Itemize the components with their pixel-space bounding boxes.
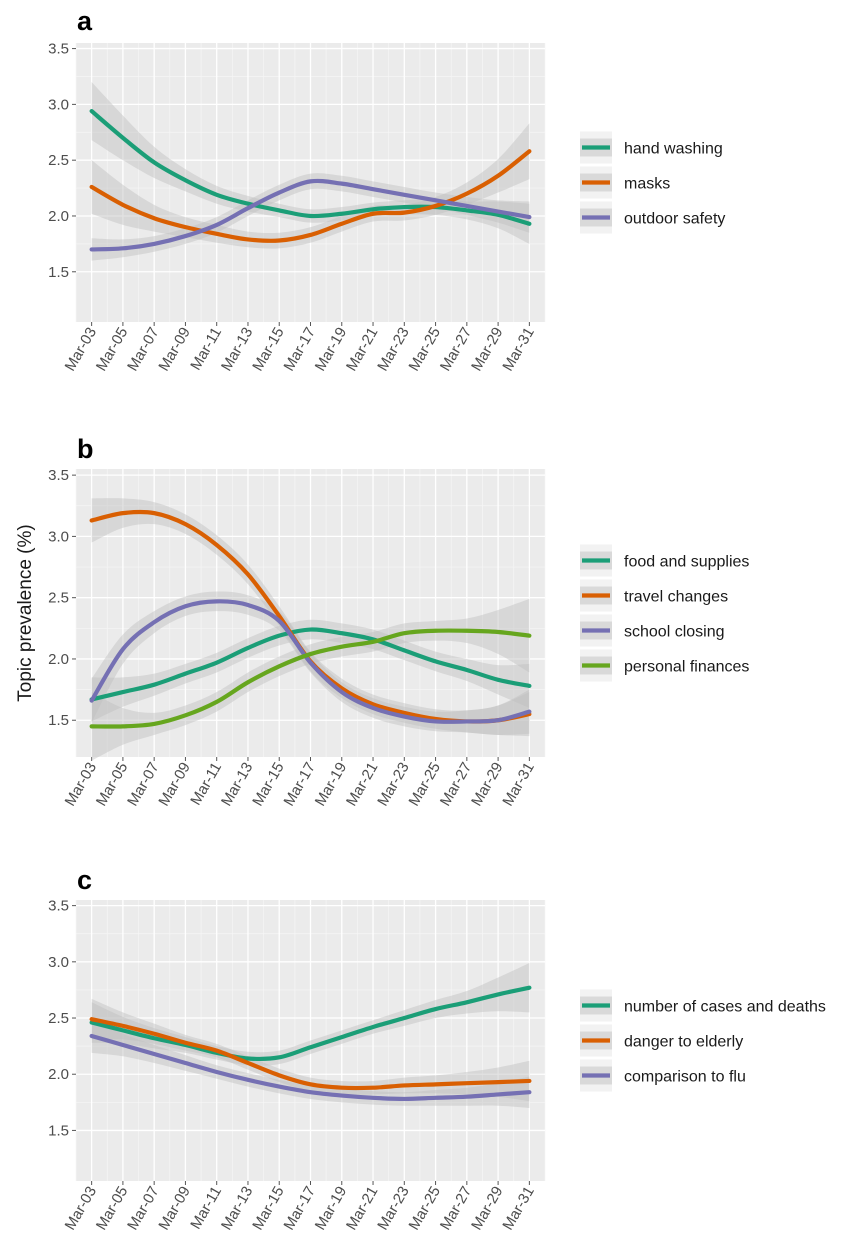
y-tick-label: 2.5 xyxy=(48,590,69,607)
y-tick-label: 3.0 xyxy=(48,954,69,971)
panel-c: c1.52.02.53.03.5Mar-03Mar-05Mar-07Mar-09… xyxy=(48,865,826,1233)
legend-item-school-closing: school closing xyxy=(580,614,725,647)
legend-item-travel-changes: travel changes xyxy=(580,579,728,612)
gridlines xyxy=(75,43,546,322)
legend-label: personal finances xyxy=(624,659,749,676)
x-tick-label: Mar-31 xyxy=(499,1184,537,1234)
confidence-band-outdoor-safety xyxy=(91,173,530,261)
y-tick-label: 2.0 xyxy=(48,208,69,225)
confidence-band-danger-to-elderly xyxy=(91,998,530,1102)
y-tick-label: 3.5 xyxy=(48,467,69,484)
legend-label: masks xyxy=(624,176,670,193)
legend: food and supplies travel changes school cl… xyxy=(580,544,749,682)
legend-label: school closing xyxy=(624,624,725,641)
legend-item-number-of-cases-and-deaths: number of cases and deaths xyxy=(580,989,826,1022)
legend-label: hand washing xyxy=(624,141,723,158)
x-tick-label: Mar-31 xyxy=(499,760,537,810)
gridlines xyxy=(75,469,546,757)
x-tick-label: Mar-09 xyxy=(155,1184,193,1234)
x-tick-label: Mar-31 xyxy=(499,325,537,375)
legend-label: travel changes xyxy=(624,589,728,606)
y-axis-title: Topic prevalence (%) xyxy=(15,524,36,701)
gridlines xyxy=(75,900,546,1181)
legend-label: outdoor safety xyxy=(624,211,725,228)
y-tick-label: 3.5 xyxy=(48,898,69,915)
series-line-hand-washing xyxy=(89,108,532,226)
legend-label: danger to elderly xyxy=(624,1034,743,1051)
series-line-comparison-to-flu xyxy=(89,1033,532,1102)
legend-item-personal-finances: personal finances xyxy=(580,649,749,682)
x-tick-label: Mar-09 xyxy=(155,760,193,810)
legend: hand washing masks outdoor safety xyxy=(580,131,725,234)
panel-letter: c xyxy=(77,865,92,895)
legend-item-danger-to-elderly: danger to elderly xyxy=(580,1024,743,1057)
legend: number of cases and deaths danger to elde… xyxy=(580,989,826,1092)
series-line-school-closing xyxy=(89,599,532,724)
y-tick-label: 3.0 xyxy=(48,96,69,113)
series-line-number-of-cases-and-deaths xyxy=(89,985,532,1062)
panel-a: a1.52.02.53.03.5Mar-03Mar-05Mar-07Mar-09… xyxy=(48,6,725,374)
confidence-band-food-and-supplies xyxy=(91,619,530,722)
y-tick-label: 2.5 xyxy=(48,1010,69,1027)
confidence-band-hand-washing xyxy=(91,82,530,244)
legend-item-hand-washing: hand washing xyxy=(580,131,723,164)
y-tick-label: 2.5 xyxy=(48,152,69,169)
y-tick-label: 3.0 xyxy=(48,528,69,545)
legend-item-outdoor-safety: outdoor safety xyxy=(580,201,725,234)
y-tick-label: 1.5 xyxy=(48,712,69,729)
y-tick-label: 1.5 xyxy=(48,1122,69,1139)
legend-item-comparison-to-flu: comparison to flu xyxy=(580,1059,746,1092)
legend-label: number of cases and deaths xyxy=(624,999,826,1016)
legend-label: comparison to flu xyxy=(624,1069,746,1086)
confidence-band-personal-finances xyxy=(91,598,530,761)
confidence-band-travel-changes xyxy=(91,498,530,737)
series-line-masks xyxy=(89,149,532,243)
confidence-band-masks xyxy=(91,123,530,249)
y-tick-label: 3.5 xyxy=(48,41,69,58)
legend-item-masks: masks xyxy=(580,166,670,199)
y-tick-label: 2.0 xyxy=(48,1066,69,1083)
panel-letter: b xyxy=(77,434,94,464)
series-line-personal-finances xyxy=(89,628,532,729)
y-tick-label: 2.0 xyxy=(48,651,69,668)
confidence-bands xyxy=(91,82,530,261)
panel-letter: a xyxy=(77,6,93,36)
x-tick-label: Mar-09 xyxy=(155,325,193,375)
panel-b: b1.52.02.53.03.5Mar-03Mar-05Mar-07Mar-09… xyxy=(48,434,749,809)
series-line-food-and-supplies xyxy=(89,627,532,702)
series-line-outdoor-safety xyxy=(89,178,532,252)
series-line-danger-to-elderly xyxy=(89,1017,532,1091)
y-tick-label: 1.5 xyxy=(48,264,69,281)
legend-item-food-and-supplies: food and supplies xyxy=(580,544,749,577)
legend-label: food and supplies xyxy=(624,554,749,571)
